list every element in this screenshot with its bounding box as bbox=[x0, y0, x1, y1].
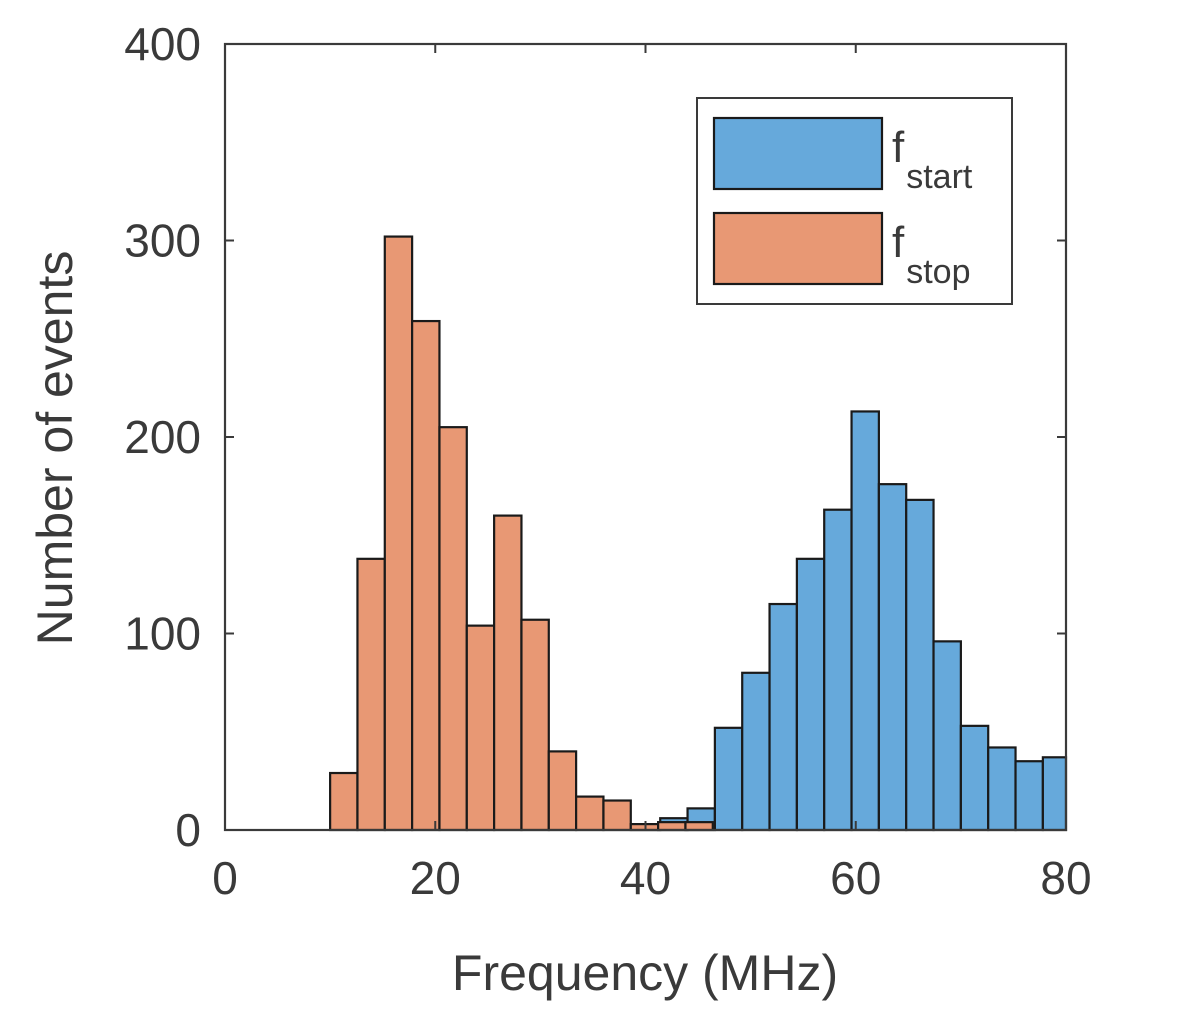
bar-fstop-2 bbox=[383, 235, 414, 832]
bar-fstart-6 bbox=[795, 557, 826, 832]
bar-fstart-13 bbox=[987, 746, 1017, 832]
bar-fstop-5 bbox=[465, 624, 496, 832]
bar-fstop-9 bbox=[575, 795, 605, 832]
y-axis-label: Number of events bbox=[27, 251, 83, 646]
bar-fstop-6 bbox=[493, 514, 523, 832]
x-axis-label: Frequency (MHz) bbox=[452, 945, 838, 1001]
bar-fstart-14 bbox=[1014, 760, 1044, 832]
bar-fstart-8 bbox=[850, 410, 880, 832]
bar-fstart-10 bbox=[905, 498, 935, 832]
bar-fstart-11 bbox=[932, 640, 962, 832]
bar-fstop-4 bbox=[438, 426, 468, 832]
y-tick-label-4: 400 bbox=[124, 18, 201, 70]
bar-fstop-3 bbox=[411, 319, 441, 832]
legend-swatch-fstop bbox=[712, 211, 884, 286]
bar-fstop-0 bbox=[329, 771, 359, 832]
x-tick-label-0: 0 bbox=[212, 852, 238, 904]
bar-fstart-9 bbox=[877, 483, 908, 832]
bar-fstop-1 bbox=[356, 557, 386, 832]
bars-layer bbox=[329, 235, 1068, 832]
legend-swatch-fstart bbox=[712, 116, 884, 191]
bar-fstop-8 bbox=[547, 750, 578, 832]
bar-fstart-15 bbox=[1041, 756, 1068, 832]
tick-labels-layer: 0 20 40 60 80 0 100 200 300 400 bbox=[124, 18, 1091, 904]
y-tick-label-2: 200 bbox=[124, 411, 201, 463]
bar-fstop-7 bbox=[520, 618, 550, 832]
y-tick-label-3: 300 bbox=[124, 215, 201, 267]
y-tick-label-1: 100 bbox=[124, 608, 201, 660]
bar-fstop-13 bbox=[684, 821, 714, 832]
bar-fstart-5 bbox=[768, 602, 798, 832]
x-tick-label-3: 60 bbox=[830, 852, 881, 904]
x-tick-label-1: 20 bbox=[410, 852, 461, 904]
x-tick-label-4: 80 bbox=[1040, 852, 1091, 904]
axes-layer bbox=[223, 42, 1068, 832]
bar-fstop-12 bbox=[657, 821, 687, 832]
bar-fstart-12 bbox=[959, 724, 990, 832]
x-tick-label-2: 40 bbox=[620, 852, 671, 904]
y-tick-label-0: 0 bbox=[175, 804, 201, 856]
bar-fstart-4 bbox=[741, 671, 771, 832]
bar-fstart-3 bbox=[713, 726, 744, 832]
bar-fstart-7 bbox=[823, 508, 853, 832]
bar-fstop-10 bbox=[602, 799, 632, 832]
